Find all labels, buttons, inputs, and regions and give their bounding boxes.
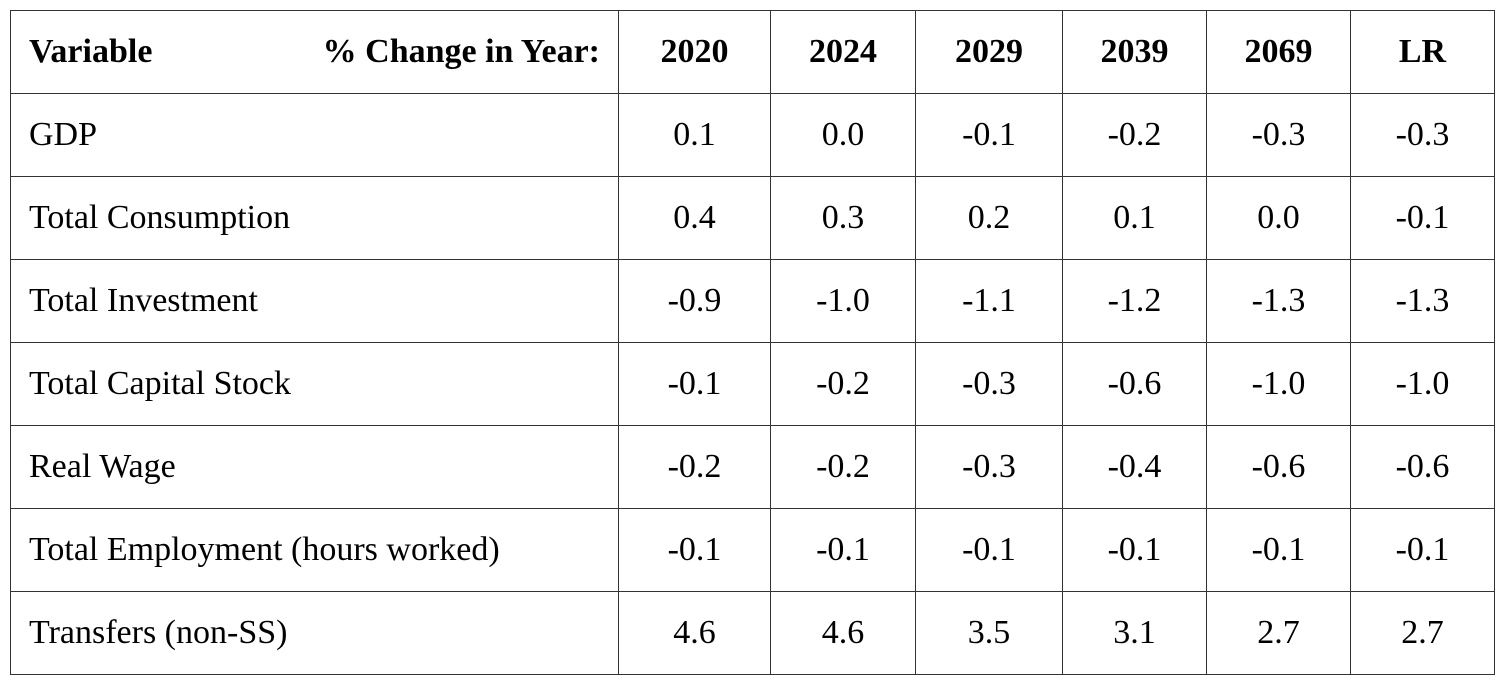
value-cell: 4.6 [618, 591, 771, 675]
value-cell: 0.3 [770, 176, 916, 260]
table-row: Total Investment -0.9 -1.0 -1.1 -1.2 -1.3 -1.3 [10, 259, 1495, 343]
value-cell: -0.1 [1062, 508, 1207, 592]
column-header: LR [1350, 10, 1495, 94]
header-variable: Variable [29, 33, 153, 70]
row-label: Total Consumption [10, 176, 619, 260]
row-label: Transfers (non-SS) [10, 591, 619, 675]
header-note: % Change in Year: [322, 33, 600, 70]
value-cell: -0.2 [618, 425, 771, 509]
value-cell: 4.6 [770, 591, 916, 675]
value-cell: 0.1 [618, 93, 771, 177]
table-body: GDP 0.1 0.0 -0.1 -0.2 -0.3 -0.3 Total Consumpti… [10, 93, 1495, 675]
value-cell: 0.1 [1062, 176, 1207, 260]
value-cell: -0.3 [915, 342, 1063, 426]
value-cell: -0.1 [770, 508, 916, 592]
value-cell: -0.1 [618, 508, 771, 592]
value-cell: -0.9 [618, 259, 771, 343]
value-cell: -0.2 [770, 425, 916, 509]
value-cell: -0.3 [1206, 93, 1351, 177]
header-wrap: Variable % Change in Year: [29, 33, 600, 71]
value-cell: -1.2 [1062, 259, 1207, 343]
value-cell: 0.0 [770, 93, 916, 177]
row-label: GDP [10, 93, 619, 177]
data-table: Variable% Change in Year: 2020 2024 2029 20… [10, 10, 1495, 675]
value-cell: -0.3 [1350, 93, 1495, 177]
value-cell: -0.1 [1206, 508, 1351, 592]
header-row: Variable% Change in Year: 2020 2024 2029 20… [10, 10, 1495, 94]
value-cell: 0.2 [915, 176, 1063, 260]
value-cell: 2.7 [1206, 591, 1351, 675]
value-cell: -0.4 [1062, 425, 1207, 509]
table-row: Total Employment (hours worked) -0.1 -0.1-… [10, 508, 1495, 592]
row-label: Total Investment [10, 259, 619, 343]
value-cell: -0.1 [1350, 508, 1495, 592]
value-cell: -0.1 [618, 342, 771, 426]
value-cell: -1.1 [915, 259, 1063, 343]
column-header: 2029 [915, 10, 1063, 94]
value-cell: 0.4 [618, 176, 771, 260]
table-row: GDP 0.1 0.0 -0.1 -0.2 -0.3 -0.3 [10, 93, 1495, 177]
value-cell: -0.6 [1350, 425, 1495, 509]
value-cell: 0.0 [1206, 176, 1351, 260]
column-header: 2020 [618, 10, 771, 94]
value-cell: 2.7 [1350, 591, 1495, 675]
value-cell: 3.5 [915, 591, 1063, 675]
value-cell: -1.0 [1206, 342, 1351, 426]
value-cell: -1.3 [1350, 259, 1495, 343]
value-cell: -0.2 [1062, 93, 1207, 177]
value-cell: 3.1 [1062, 591, 1207, 675]
table-row: Transfers (non-SS) 4.6 4.6 3.5 3.1 2.7 2.7 [10, 591, 1495, 675]
row-label: Total Employment (hours worked) [10, 508, 619, 592]
column-header: 2024 [770, 10, 916, 94]
column-header: 2039 [1062, 10, 1207, 94]
value-cell: -1.0 [770, 259, 916, 343]
table-row: Total Consumption 0.4 0.3 0.2 0.1 0.0 -0.1 [10, 176, 1495, 260]
header-cell: Variable % Change in Year: [10, 10, 619, 94]
row-label: Real Wage [10, 425, 619, 509]
row-label: Total Capital Stock [10, 342, 619, 426]
column-header: 2069 [1206, 10, 1351, 94]
value-cell: -0.1 [1350, 176, 1495, 260]
value-cell: -0.6 [1062, 342, 1207, 426]
value-cell: -0.6 [1206, 425, 1351, 509]
value-cell: -1.3 [1206, 259, 1351, 343]
value-cell: -0.2 [770, 342, 916, 426]
value-cell: -1.0 [1350, 342, 1495, 426]
value-cell: -0.1 [915, 508, 1063, 592]
table-row: Total Capital Stock -0.1 -0.2 -0.3 -0.6 -1.0-… [10, 342, 1495, 426]
table-row: Real Wage -0.2 -0.2 -0.3 -0.4 -0.6 -0.6 [10, 425, 1495, 509]
value-cell: -0.3 [915, 425, 1063, 509]
value-cell: -0.1 [915, 93, 1063, 177]
